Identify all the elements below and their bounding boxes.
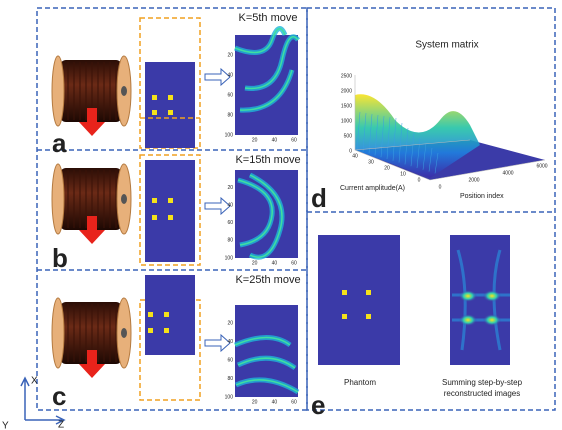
tick-label: 80 [227, 376, 233, 382]
target [152, 95, 157, 100]
target [168, 95, 173, 100]
tick-label: 40 [227, 339, 233, 345]
target [168, 198, 173, 203]
coil-hub [121, 194, 127, 204]
panel-label: d [311, 183, 327, 213]
tick-label: 20 [227, 321, 233, 327]
target [148, 328, 153, 333]
hot-spot [459, 314, 477, 326]
tick-label: 20 [252, 260, 258, 266]
target [168, 110, 173, 115]
tick-label: 60 [227, 92, 233, 98]
tick-label: 60 [227, 220, 233, 226]
axis-z: Z [58, 420, 64, 430]
tick-label: 100 [225, 394, 234, 400]
tick-label: 60 [291, 137, 297, 143]
tick-label: 10 [400, 171, 406, 177]
tick-label: 100 [225, 255, 234, 261]
target [164, 312, 169, 317]
tick-label: 1000 [341, 118, 352, 124]
panel-label: a [52, 128, 67, 158]
tick-label: 60 [291, 260, 297, 266]
caption: reconstructed images [444, 389, 520, 398]
target [168, 215, 173, 220]
tick-label: 4000 [502, 170, 513, 176]
tick-label: 20 [384, 165, 390, 171]
tick-label: 20 [227, 52, 233, 58]
coil-rim [52, 164, 64, 234]
target [366, 314, 371, 319]
tick-label: 60 [291, 399, 297, 405]
chart-title: System matrix [415, 40, 478, 51]
caption: Phantom [344, 378, 376, 387]
tick-label: 40 [352, 153, 358, 159]
caption: Summing step-by-step [442, 378, 523, 387]
coil-rim [52, 298, 64, 368]
tick-label: 6000 [536, 163, 547, 169]
tick-label: 40 [272, 260, 278, 266]
tick-label: 100 [225, 132, 234, 138]
target [164, 328, 169, 333]
coil-hub [121, 86, 127, 96]
tick-label: 20 [252, 399, 258, 405]
tick-label: 40 [227, 203, 233, 209]
tick-label: 80 [227, 238, 233, 244]
coil-hub [121, 328, 127, 338]
phantom-region [145, 160, 195, 262]
target [152, 110, 157, 115]
hot-spot [483, 290, 501, 302]
panel-label: c [52, 381, 66, 411]
hot-spot [459, 290, 477, 302]
axis-y: Y [2, 421, 9, 430]
tick-label: 20 [227, 185, 233, 191]
figure: a20406080100204060K=5th moveb20406080100… [0, 0, 562, 430]
target [342, 290, 347, 295]
tick-label: 500 [344, 133, 353, 139]
tick-label: 40 [272, 399, 278, 405]
tick-label: 80 [227, 112, 233, 118]
panel-title: K=15th move [235, 154, 300, 166]
target [152, 215, 157, 220]
tick-label: 20 [252, 137, 258, 143]
hot-spot [483, 314, 501, 326]
tick-label: 40 [272, 137, 278, 143]
tick-label: 2000 [341, 88, 352, 94]
panel-title: K=25th move [235, 274, 300, 286]
step-arrow [205, 69, 230, 85]
tick-label: 0 [418, 177, 421, 183]
target [148, 312, 153, 317]
tick-label: 1500 [341, 103, 352, 109]
target [366, 290, 371, 295]
tick-label: 2000 [468, 177, 479, 183]
panel-label: b [52, 243, 68, 273]
phantom-image [318, 235, 400, 365]
panel-label: e [311, 390, 325, 420]
axis-x: X [31, 376, 38, 387]
axis-title: Current amplitude(A) [340, 185, 405, 192]
phantom-region [145, 62, 195, 148]
step-arrow [205, 335, 230, 351]
target [152, 198, 157, 203]
step-arrow [205, 198, 230, 214]
tick-label: 2500 [341, 73, 352, 79]
coil-rim [52, 56, 64, 126]
tick-label: 40 [227, 72, 233, 78]
tick-label: 30 [368, 159, 374, 165]
panel-title: K=5th move [238, 12, 297, 24]
tick-label: 0 [439, 184, 442, 190]
axis-title: Position index [460, 193, 504, 200]
tick-label: 60 [227, 358, 233, 364]
target [342, 314, 347, 319]
